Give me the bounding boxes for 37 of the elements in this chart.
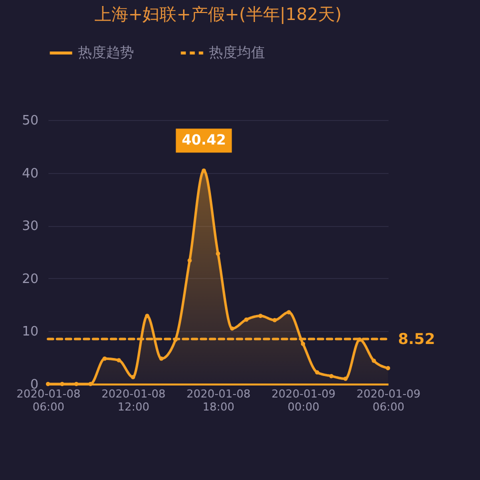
- point: [272, 318, 277, 322]
- annotation: 40.42: [182, 132, 226, 149]
- x-tick-label: 2020-01-09 00:00: [272, 388, 336, 414]
- y-tick-label: 10: [22, 324, 38, 340]
- point: [329, 374, 334, 378]
- point: [343, 376, 348, 381]
- y-tick-label: 50: [22, 114, 38, 128]
- point: [315, 370, 320, 374]
- x-tick-label: 2020-01-09 06:00: [356, 388, 420, 414]
- y-tick-label: 20: [22, 272, 38, 287]
- point: [188, 258, 192, 263]
- point: [130, 375, 136, 380]
- y-tick-label: 30: [22, 219, 38, 234]
- point: [116, 358, 121, 362]
- point: [74, 382, 78, 386]
- point: [386, 366, 390, 370]
- y-tick-label: 40: [22, 166, 38, 182]
- point: [145, 314, 150, 318]
- x-tick-label: 2020-01-08 18:00: [186, 388, 250, 414]
- point: [300, 342, 306, 346]
- point: [286, 310, 291, 314]
- chart-title: 上海+妇联+产假+(半年|182天): [94, 5, 342, 25]
- point: [173, 338, 178, 342]
- point: [60, 382, 64, 386]
- point: [244, 317, 248, 322]
- data-label: 8.52: [398, 330, 436, 348]
- point: [372, 358, 376, 363]
- point: [258, 314, 263, 318]
- point: [46, 382, 50, 386]
- legend-label: 热度均值: [209, 45, 265, 61]
- point: [159, 356, 164, 361]
- point: [216, 251, 220, 256]
- point: [230, 326, 234, 331]
- x-tick-label: 2020-01-08 12:00: [102, 388, 166, 414]
- point: [102, 356, 107, 361]
- point: [202, 168, 206, 173]
- legend-label: 热度趋势: [78, 45, 134, 61]
